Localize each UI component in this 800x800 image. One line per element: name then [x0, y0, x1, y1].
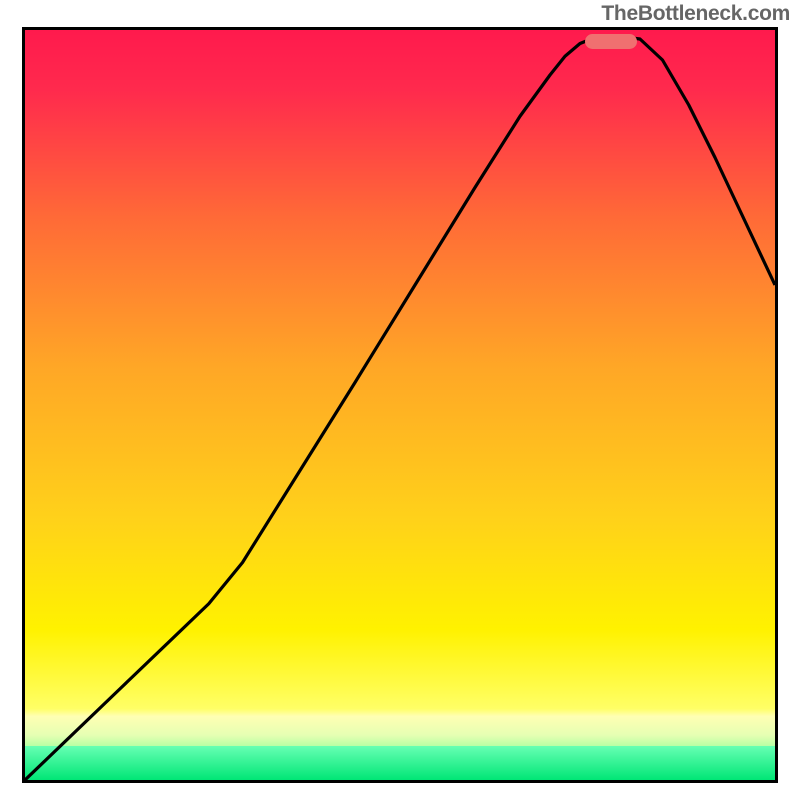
bottleneck-marker	[585, 34, 636, 48]
watermark-text: TheBottleneck.com	[601, 2, 790, 26]
curve-line	[25, 30, 775, 780]
curve-path	[25, 36, 775, 780]
plot-area	[22, 27, 778, 783]
